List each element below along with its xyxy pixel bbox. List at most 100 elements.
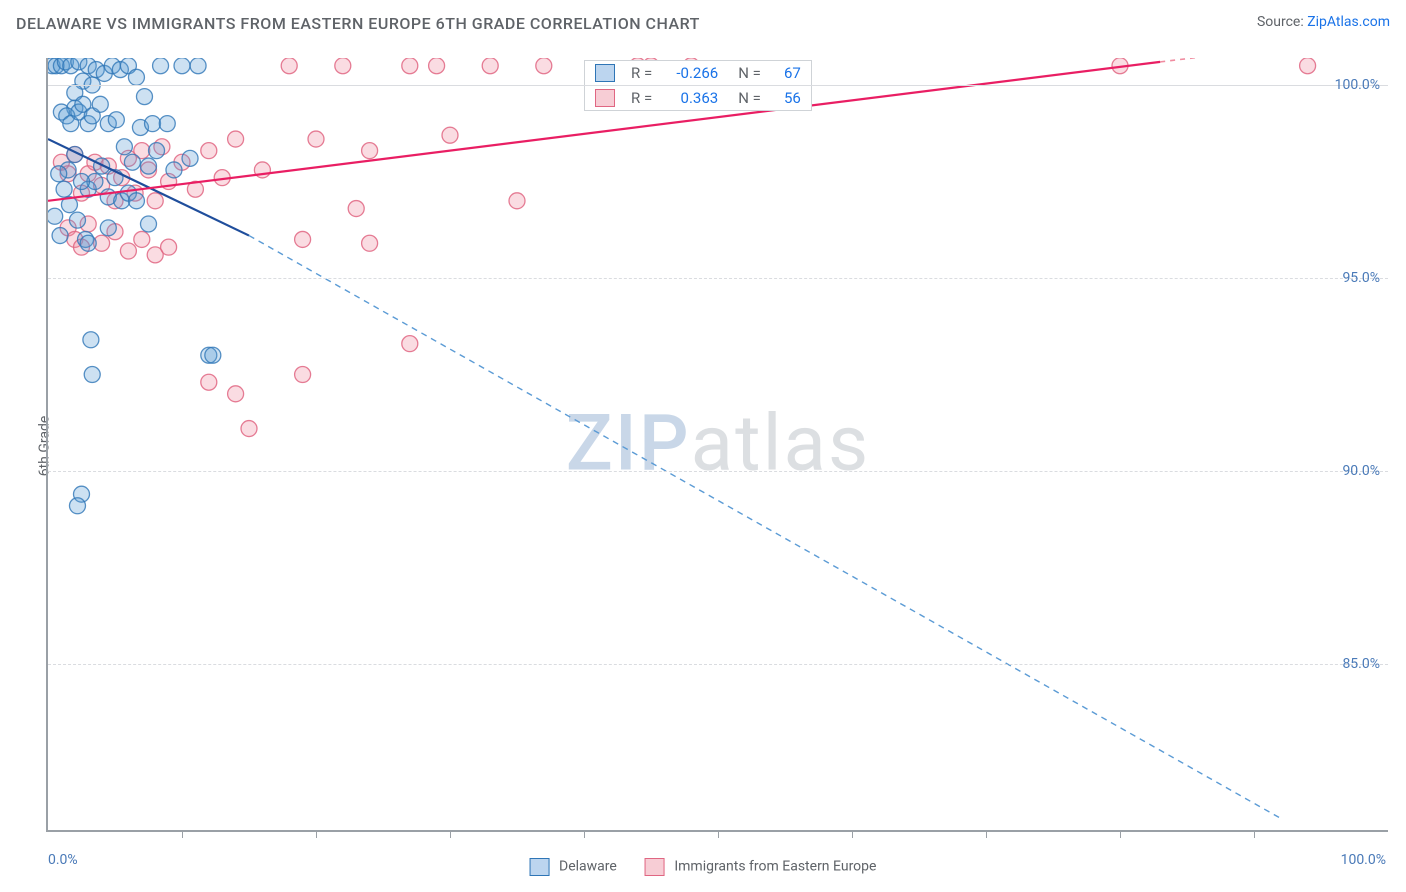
- y-tick-label: 85.0%: [1342, 656, 1380, 672]
- y-tick-label: 90.0%: [1342, 463, 1380, 479]
- gridline-y: [48, 664, 1388, 665]
- source-attribution: Source: ZipAtlas.com: [1257, 14, 1390, 30]
- scatter-point-pink: [134, 231, 150, 247]
- chart-svg: [48, 58, 1388, 830]
- scatter-point-pink: [509, 193, 525, 209]
- scatter-point-pink: [147, 193, 163, 209]
- scatter-point-blue: [128, 69, 144, 85]
- swatch-pink: [595, 89, 615, 107]
- n-label: N =: [738, 64, 761, 82]
- scatter-plot-area: ZIPatlas R = -0.266 N = 67 R = 0.363 N =…: [46, 58, 1388, 832]
- scatter-point-pink: [120, 243, 136, 259]
- swatch-blue: [530, 858, 550, 876]
- scatter-point-pink: [281, 58, 297, 74]
- scatter-point-blue: [166, 162, 182, 178]
- scatter-point-blue: [100, 220, 116, 236]
- scatter-point-blue: [80, 235, 96, 251]
- trend-line-pink-extrapolated: [1160, 58, 1388, 62]
- scatter-point-blue: [51, 166, 67, 182]
- scatter-point-pink: [201, 143, 217, 159]
- scatter-point-blue: [159, 116, 175, 132]
- scatter-point-pink: [442, 127, 458, 143]
- scatter-point-blue: [84, 367, 100, 383]
- legend-item-blue: Delaware: [530, 858, 617, 876]
- gridline-y: [48, 85, 1388, 86]
- scatter-point-pink: [1300, 58, 1316, 74]
- x-tick: [1120, 830, 1121, 838]
- scatter-point-pink: [308, 131, 324, 147]
- scatter-point-blue: [141, 158, 157, 174]
- scatter-point-pink: [429, 58, 445, 74]
- x-axis-left-label: 0.0%: [48, 852, 78, 868]
- swatch-pink: [645, 858, 665, 876]
- pink-r-value: 0.363: [662, 89, 718, 107]
- legend-label-pink: Immigrants from Eastern Europe: [674, 859, 876, 875]
- legend-row-blue: R = -0.266 N = 67: [585, 61, 811, 85]
- scatter-point-blue: [149, 143, 165, 159]
- pink-n-value: 56: [771, 89, 801, 107]
- scatter-point-blue: [94, 158, 110, 174]
- scatter-point-blue: [205, 347, 221, 363]
- scatter-point-blue: [83, 332, 99, 348]
- x-tick: [986, 830, 987, 838]
- scatter-point-blue: [128, 193, 144, 209]
- x-tick: [584, 830, 585, 838]
- scatter-point-blue: [69, 498, 85, 514]
- blue-n-value: 67: [771, 64, 801, 82]
- scatter-point-blue: [145, 116, 161, 132]
- scatter-point-pink: [295, 367, 311, 383]
- n-label: N =: [738, 89, 761, 107]
- r-label: R =: [631, 89, 652, 107]
- scatter-point-pink: [362, 143, 378, 159]
- x-tick: [852, 830, 853, 838]
- series-legend: Delaware Immigrants from Eastern Europe: [530, 858, 877, 876]
- scatter-point-pink: [335, 58, 351, 74]
- scatter-point-pink: [402, 58, 418, 74]
- scatter-point-pink: [228, 131, 244, 147]
- scatter-point-pink: [295, 231, 311, 247]
- scatter-point-pink: [348, 201, 364, 217]
- scatter-point-blue: [190, 58, 206, 74]
- scatter-point-pink: [362, 235, 378, 251]
- scatter-point-blue: [116, 139, 132, 155]
- x-tick: [182, 830, 183, 838]
- legend-label-blue: Delaware: [559, 859, 617, 875]
- scatter-point-pink: [402, 336, 418, 352]
- scatter-point-blue: [92, 96, 108, 112]
- chart-title: DELAWARE VS IMMIGRANTS FROM EASTERN EURO…: [16, 14, 700, 33]
- scatter-point-blue: [52, 228, 68, 244]
- scatter-point-pink: [201, 374, 217, 390]
- y-tick-label: 95.0%: [1342, 270, 1380, 286]
- source-label: Source:: [1257, 14, 1304, 30]
- r-label: R =: [631, 64, 652, 82]
- gridline-y: [48, 278, 1388, 279]
- scatter-point-pink: [241, 421, 257, 437]
- trend-line-blue-extrapolated: [249, 236, 1281, 819]
- blue-r-value: -0.266: [662, 64, 718, 82]
- scatter-point-blue: [74, 174, 90, 190]
- scatter-point-pink: [161, 239, 177, 255]
- scatter-point-blue: [153, 58, 169, 74]
- swatch-blue: [595, 64, 615, 82]
- scatter-point-pink: [536, 58, 552, 74]
- legend-item-pink: Immigrants from Eastern Europe: [645, 858, 877, 876]
- scatter-point-pink: [228, 386, 244, 402]
- scatter-point-blue: [48, 208, 63, 224]
- scatter-point-pink: [482, 58, 498, 74]
- scatter-point-blue: [124, 154, 140, 170]
- scatter-point-blue: [182, 150, 198, 166]
- x-tick: [316, 830, 317, 838]
- x-tick: [450, 830, 451, 838]
- x-tick: [718, 830, 719, 838]
- scatter-point-blue: [108, 112, 124, 128]
- scatter-point-blue: [136, 89, 152, 105]
- scatter-point-blue: [69, 212, 85, 228]
- scatter-point-blue: [141, 216, 157, 232]
- y-tick-label: 100.0%: [1335, 77, 1380, 93]
- x-tick: [1254, 830, 1255, 838]
- x-axis-right-label: 100.0%: [1341, 852, 1386, 868]
- scatter-point-blue: [56, 181, 72, 197]
- gridline-y: [48, 471, 1388, 472]
- legend-row-pink: R = 0.363 N = 56: [585, 85, 811, 110]
- source-link[interactable]: ZipAtlas.com: [1307, 14, 1390, 30]
